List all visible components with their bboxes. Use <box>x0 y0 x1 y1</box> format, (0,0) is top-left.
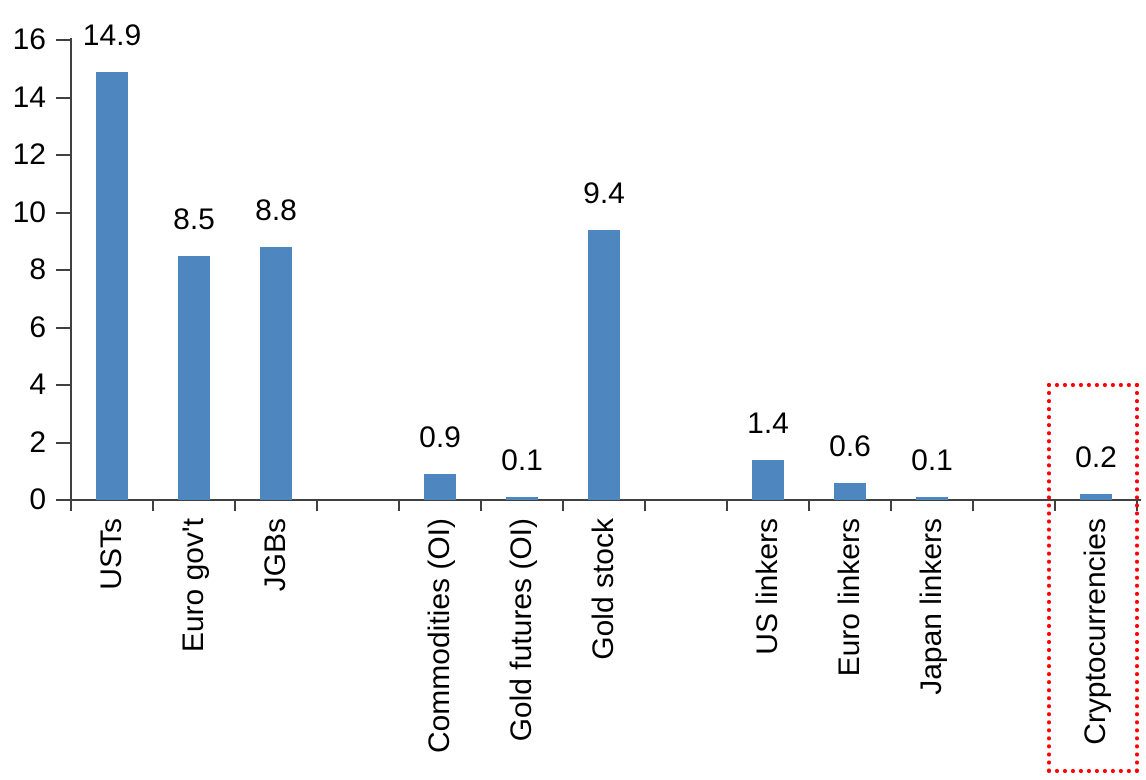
category-label: Gold futures (OI) <box>505 518 538 742</box>
x-tick-mark <box>808 500 810 511</box>
bar <box>260 247 292 500</box>
x-tick-mark <box>398 500 400 511</box>
y-tick-label: 16 <box>12 23 46 56</box>
bar-value-label: 8.5 <box>173 203 215 236</box>
y-axis-line <box>70 38 72 504</box>
y-tick-mark <box>56 211 70 214</box>
category-label: Euro linkers <box>833 518 866 677</box>
bar-value-label: 1.4 <box>747 407 789 440</box>
x-axis-line <box>71 499 1141 501</box>
category-label: USTs <box>95 518 128 590</box>
x-tick-mark <box>726 500 728 511</box>
y-tick-label: 6 <box>29 310 46 344</box>
bar <box>752 460 784 500</box>
bar <box>588 230 620 500</box>
y-tick-mark <box>56 384 70 386</box>
y-tick-mark <box>56 499 70 501</box>
bar <box>96 72 128 500</box>
bar <box>834 483 866 500</box>
y-tick-mark <box>56 326 70 329</box>
y-tick-label: 14 <box>12 80 46 114</box>
x-tick-mark <box>152 500 154 511</box>
y-tick-label: 2 <box>29 425 46 459</box>
x-tick-mark <box>890 500 892 511</box>
bar-value-label: 0.6 <box>829 430 871 463</box>
bar <box>506 497 538 500</box>
y-tick-mark <box>56 154 70 156</box>
x-tick-mark <box>480 500 482 511</box>
bar <box>1080 494 1112 500</box>
category-label: Commodities (OI) <box>423 518 456 754</box>
category-label: Gold stock <box>587 518 620 660</box>
bar-value-label: 8.8 <box>255 194 297 227</box>
y-tick-mark <box>56 441 70 444</box>
bar-value-label: 9.4 <box>583 177 625 210</box>
highlight-dotted-box <box>1047 383 1139 773</box>
category-label: Japan linkers <box>915 518 948 695</box>
x-tick-mark <box>562 500 564 511</box>
bar-value-label: 0.1 <box>911 444 953 477</box>
x-tick-mark <box>644 500 646 511</box>
x-tick-mark <box>316 500 318 511</box>
bar-value-label: 14.9 <box>82 19 142 52</box>
bar-value-label: 0.1 <box>501 444 543 477</box>
bar-value-label: 0.9 <box>419 421 461 454</box>
y-tick-label: 12 <box>12 138 46 171</box>
y-tick-label: 4 <box>29 368 46 401</box>
y-tick-label: 10 <box>12 195 46 229</box>
bar <box>178 256 210 500</box>
x-tick-mark <box>234 500 236 511</box>
y-tick-mark <box>56 96 70 99</box>
x-tick-mark <box>70 500 72 511</box>
y-tick-mark <box>56 269 70 271</box>
y-tick-label: 0 <box>29 483 46 516</box>
x-tick-mark <box>1054 500 1056 511</box>
bar <box>916 497 948 500</box>
y-tick-label: 8 <box>29 253 46 286</box>
bar-value-label: 0.2 <box>1075 441 1117 474</box>
bar <box>424 474 456 500</box>
category-label: JGBs <box>259 518 292 592</box>
x-tick-mark <box>972 500 974 511</box>
category-label: Euro gov't <box>177 518 210 653</box>
y-tick-mark <box>56 39 70 41</box>
category-label: US linkers <box>751 518 784 655</box>
